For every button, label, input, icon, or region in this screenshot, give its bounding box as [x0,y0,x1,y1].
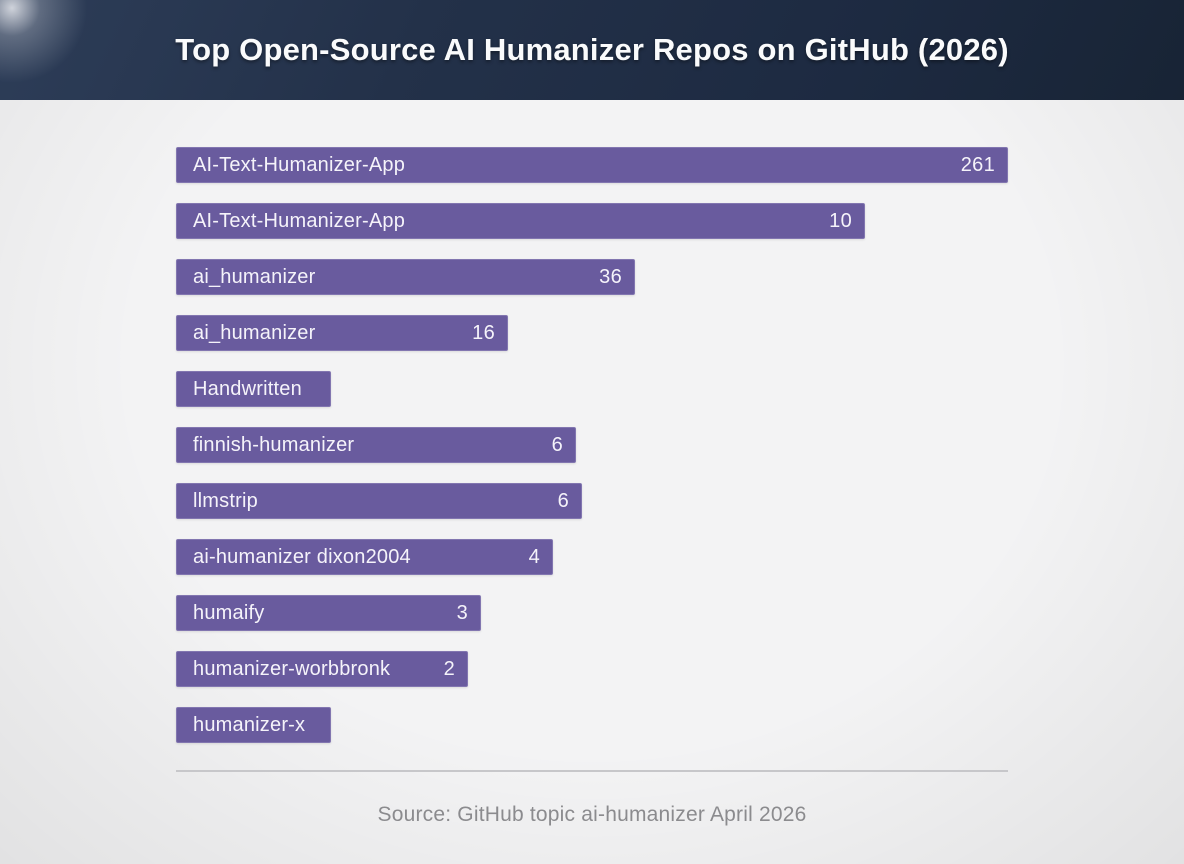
bar: humanizer-x [176,707,331,743]
bar-row: llmstrip 6 [176,483,1184,539]
bar-label: AI-Text-Humanizer-App [193,209,406,232]
bar-value: 16 [472,321,495,344]
bar-row: humanizer-x [176,707,1184,763]
bar-value: 6 [557,489,569,512]
bar: humaify 3 [176,595,481,631]
bar-value: 2 [443,657,455,680]
bar-label: llmstrip [193,489,258,512]
header: Top Open-Source AI Humanizer Repos on Gi… [0,0,1184,100]
bar: ai-humanizer dixon2004 4 [176,539,553,575]
bar-value: 3 [456,601,468,624]
bar-row: humanizer-worbbronk 2 [176,651,1184,707]
bar: llmstrip 6 [176,483,582,519]
bar-label: ai-humanizer dixon2004 [193,545,411,568]
bar: finnish-humanizer 6 [176,427,576,463]
bar-value: 4 [528,545,540,568]
bar-label: Handwritten [193,377,302,400]
bar-value: 10 [829,209,852,232]
bar-row: AI-Text-Humanizer-App 261 [176,147,1184,203]
bar-label: ai_humanizer [193,321,316,344]
bar-label: finnish-humanizer [193,433,355,456]
bar-value: 261 [960,153,995,176]
bar-label: humaify [193,601,265,624]
bar-label: ai_humanizer [193,265,316,288]
bar-value: 36 [599,265,622,288]
bar-label: AI-Text-Humanizer-App [193,153,406,176]
page-title: Top Open-Source AI Humanizer Repos on Gi… [175,32,1009,67]
bar: AI-Text-Humanizer-App 261 [176,147,1008,183]
bar: Handwritten [176,371,331,407]
bar-row: ai-humanizer dixon2004 4 [176,539,1184,595]
bar-row: Handwritten [176,371,1184,427]
bar-row: ai_humanizer 36 [176,259,1184,315]
bar-row: humaify 3 [176,595,1184,651]
bar-value: 6 [551,433,563,456]
divider [176,770,1008,772]
bar: ai_humanizer 16 [176,315,508,351]
bar-label: humanizer-worbbronk [193,657,391,680]
bar: ai_humanizer 36 [176,259,635,295]
bar: AI-Text-Humanizer-App 10 [176,203,865,239]
bar-label: humanizer-x [193,713,306,736]
source-note: Source: GitHub topic ai-humanizer April … [377,803,807,826]
bar-row: finnish-humanizer 6 [176,427,1184,483]
bar-chart: AI-Text-Humanizer-App 261 AI-Text-Humani… [0,100,1184,763]
bar: humanizer-worbbronk 2 [176,651,468,687]
bar-row: AI-Text-Humanizer-App 10 [176,203,1184,259]
bar-row: ai_humanizer 16 [176,315,1184,371]
